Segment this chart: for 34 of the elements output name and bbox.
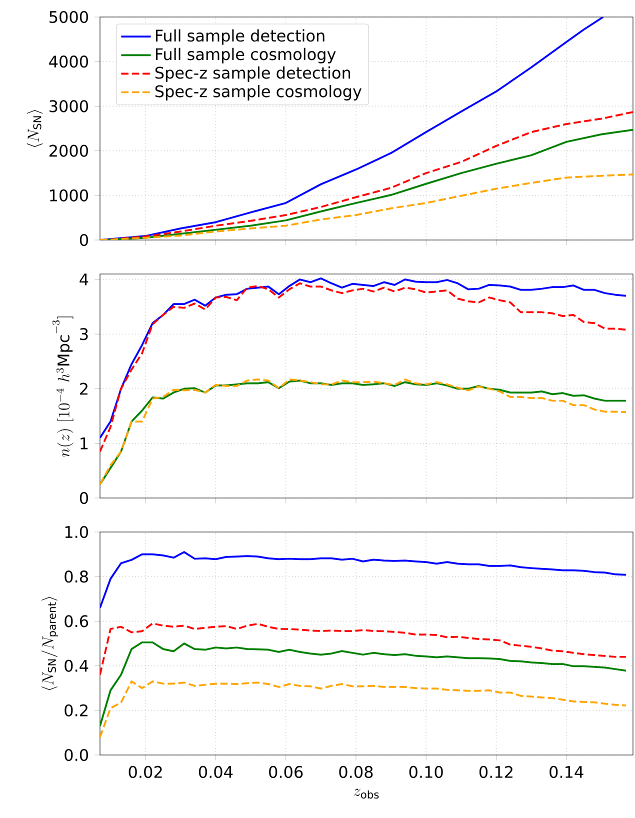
y-tick-label: 1000 xyxy=(50,189,88,202)
y-tick-label: 0.2 xyxy=(64,704,88,716)
y-tick-label: 2000 xyxy=(50,144,88,157)
y-axis-title: $\langle N_{\rm SN}\rangle$ xyxy=(26,110,43,147)
legend-label: Full sample cosmology xyxy=(156,48,336,64)
legend-label: Spec-z sample cosmology xyxy=(155,84,362,100)
y-tick-label: 0.0 xyxy=(64,748,88,762)
y-tick-label: 3000 xyxy=(50,100,88,112)
line-series xyxy=(100,174,633,240)
y-axis-title: $\langle N_{\rm SN}/N_{\rm parent}\rangle$ xyxy=(41,596,58,690)
y-tick-label: 3 xyxy=(80,328,88,340)
x-tick-label: 0.04 xyxy=(198,766,233,778)
y-tick-label: 0.4 xyxy=(64,660,88,672)
y-tick-label: 4 xyxy=(80,274,88,286)
legend-label: Spec-z sample detection xyxy=(155,66,350,82)
y-tick-label: 0.6 xyxy=(64,615,88,628)
x-tick-label: 0.10 xyxy=(409,766,443,778)
y-axis-title: $n(z)\ [10^{-4}\ h^3{\rm Mpc}^{-3}]$ xyxy=(52,316,74,457)
x-tick-label: 0.06 xyxy=(269,766,303,778)
y-tick-label: 1 xyxy=(80,438,88,450)
x-tick-label: 0.08 xyxy=(339,766,373,778)
y-tick-label: 0 xyxy=(80,234,88,246)
y-tick-label: 5000 xyxy=(50,10,88,24)
y-tick-label: 1.0 xyxy=(65,526,88,538)
x-tick-label: 0.14 xyxy=(550,766,584,778)
y-tick-label: 0.8 xyxy=(64,570,88,583)
line-series xyxy=(100,551,627,609)
legend-label: Full sample detection xyxy=(156,29,324,45)
y-tick-label: 4000 xyxy=(49,56,88,68)
y-tick-label: 0 xyxy=(80,492,88,504)
x-tick-label: 0.12 xyxy=(479,766,512,778)
x-axis-title: $z_{\rm obs}$ xyxy=(354,788,379,799)
y-tick-label: 2 xyxy=(80,382,88,395)
x-tick-label: 0.02 xyxy=(128,766,162,778)
